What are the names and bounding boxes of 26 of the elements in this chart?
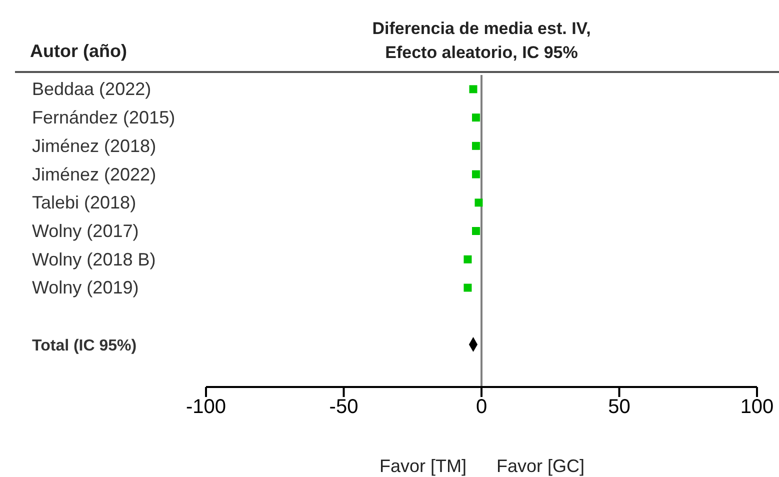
text: Favor [TM] [379, 456, 466, 477]
y-tick-label: Fernández (2015) [32, 108, 176, 128]
y-axis-title: Autor (año) [30, 41, 127, 62]
point [472, 227, 480, 235]
chart-title: Diferencia de media est. IV, Efecto aleatorio, IC 95% [371, 18, 592, 64]
y-tick-label: Total (IC 95%) [32, 337, 137, 354]
point [472, 170, 480, 178]
y-tick-label: Wolny (2019) [32, 278, 139, 298]
point [474, 198, 483, 207]
point [464, 255, 472, 264]
x-tick-label: 50 [608, 396, 630, 418]
text: Favor [GC] [496, 456, 585, 477]
point [472, 114, 480, 122]
y-tick-label: Wolny (2017) [32, 221, 139, 241]
point [472, 142, 480, 150]
y-tick-label: Wolny (2018 B) [32, 249, 156, 270]
point [469, 85, 478, 94]
y-tick-label: Jiménez (2022) [32, 164, 156, 184]
x-tick-label: -100 [186, 396, 226, 418]
y-tick-label: Talebi (2018) [32, 192, 136, 213]
y-tick-label: Jiménez (2018) [32, 136, 156, 156]
y-tick-label: Beddaa (2022) [32, 79, 152, 100]
x-tick-label: 100 [740, 396, 774, 418]
x-tick-label: 0 [476, 396, 488, 418]
point [464, 284, 472, 292]
x-tick-label: -50 [329, 396, 358, 418]
